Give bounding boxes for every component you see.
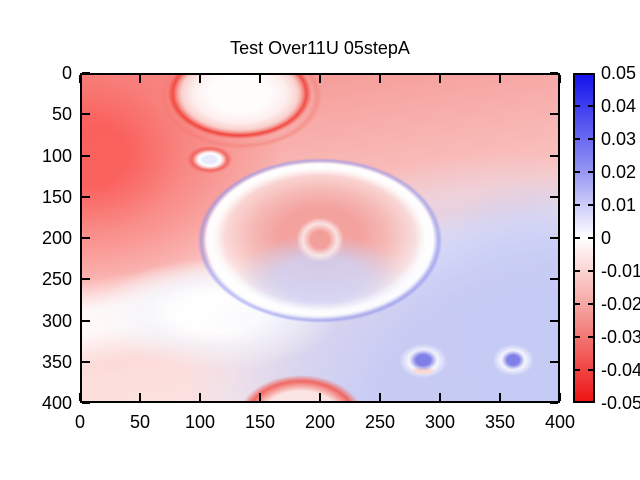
colorbar-tick-label: 0.04	[601, 96, 637, 116]
colorbar-tick-label: -0.04	[601, 360, 640, 380]
x-tick-label: 350	[484, 412, 516, 432]
x-tick-label: 0	[74, 412, 85, 432]
y-tick-label: 400	[41, 393, 72, 413]
colorbar-tick-label: 0.05	[601, 63, 637, 83]
heatmap-plot-area	[80, 73, 560, 403]
x-tick-label: 150	[244, 412, 276, 432]
y-tick-label: 50	[51, 104, 72, 125]
y-tick-label: 0	[61, 63, 72, 83]
x-tick-label: 50	[129, 412, 151, 432]
colorbar-tick-label: 0	[601, 228, 612, 248]
colorbar-tick-label: -0.01	[601, 261, 640, 281]
x-tick-label: 300	[424, 412, 456, 432]
y-tick-label: 350	[41, 351, 72, 372]
colorbar-tick-label: -0.02	[601, 294, 640, 314]
y-tick-label: 100	[41, 145, 72, 166]
x-tick-label: 400	[544, 412, 576, 432]
colorbar-tick-label: 0.02	[601, 162, 637, 182]
colorbar-tick-label: -0.03	[601, 327, 640, 347]
plot-title: Test Over11U 05stepA	[230, 38, 410, 58]
colorbar-tick-label: 0.01	[601, 195, 637, 215]
x-tick-label: 200	[304, 412, 336, 432]
y-tick-label: 250	[41, 269, 72, 290]
colorbar	[573, 73, 595, 403]
y-tick-label: 200	[41, 228, 72, 248]
x-tick-label: 100	[184, 412, 216, 432]
colorbar-tick-label: 0.03	[601, 129, 637, 149]
x-tick-label: 250	[364, 412, 396, 432]
colorbar-tick-label: -0.05	[601, 393, 640, 413]
y-tick-label: 300	[41, 310, 72, 331]
y-tick-label: 150	[41, 186, 72, 207]
